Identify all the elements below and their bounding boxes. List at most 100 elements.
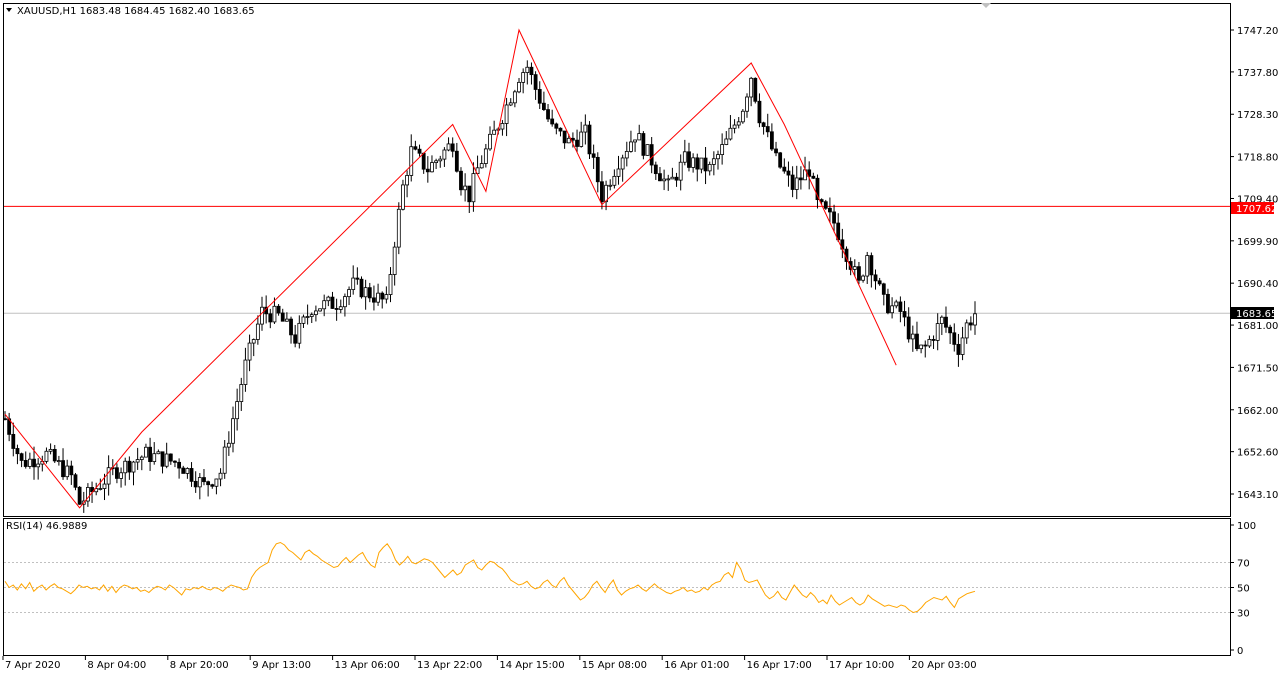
candle: [417, 144, 422, 157]
rsi-tick-label: 50: [1237, 584, 1250, 595]
time-tick-label: 16 Apr 17:00: [747, 660, 812, 671]
candle: [753, 77, 758, 104]
candle: [313, 305, 318, 322]
candle: [144, 443, 148, 458]
candle: [173, 460, 177, 468]
candle: [27, 452, 32, 469]
candle: [695, 153, 700, 182]
candle: [438, 155, 443, 168]
candle: [367, 282, 372, 303]
candle: [434, 158, 439, 170]
candle: [583, 114, 588, 145]
candle: [479, 155, 484, 169]
candle: [558, 127, 563, 137]
candle: [297, 315, 302, 349]
candle: [206, 480, 211, 497]
candle: [189, 462, 194, 487]
candle: [973, 301, 977, 335]
candle: [533, 71, 538, 100]
candle: [757, 93, 762, 128]
scroll-marker-icon[interactable]: [981, 3, 991, 8]
price-tick-label: 1643.10: [1237, 490, 1278, 501]
price-tick-label: 1737.80: [1237, 68, 1278, 79]
zigzag-line: [4, 28, 897, 509]
candle: [504, 97, 509, 137]
candle: [703, 146, 708, 185]
candle: [222, 440, 227, 479]
candle: [500, 120, 505, 136]
candle: [210, 483, 215, 489]
time-tick-label: 20 Apr 03:00: [911, 660, 976, 671]
candle: [372, 285, 376, 311]
candle: [828, 197, 832, 223]
candle: [359, 276, 364, 299]
candle: [52, 444, 57, 463]
candle: [554, 122, 559, 135]
candle: [707, 161, 712, 176]
hline-price-label-bg: [1231, 202, 1274, 214]
candle: [409, 134, 414, 182]
triangle-down-icon[interactable]: [6, 8, 12, 12]
candle: [301, 314, 306, 328]
candle: [326, 295, 331, 307]
candle: [915, 321, 919, 352]
candle: [44, 447, 49, 464]
candle: [214, 478, 219, 495]
candle: [19, 452, 24, 468]
candle: [740, 109, 745, 124]
candle: [629, 130, 633, 153]
rsi-label: RSI(14) 46.9889: [6, 521, 87, 532]
candle: [459, 167, 463, 196]
candle: [774, 141, 778, 157]
candle: [276, 304, 281, 316]
candle: [355, 267, 360, 285]
candle: [786, 161, 791, 187]
time-tick-label: 8 Apr 04:00: [87, 660, 146, 671]
candle: [309, 312, 314, 324]
current-price-label-bg: [1231, 307, 1274, 319]
rsi-polyline[interactable]: [4, 541, 976, 614]
candle: [881, 282, 886, 306]
candle: [272, 297, 277, 324]
rsi-tick-label: 30: [1237, 609, 1250, 620]
candle: [964, 319, 969, 344]
candle: [575, 129, 579, 153]
grid: [4, 562, 1230, 613]
time-tick-label: 9 Apr 13:00: [252, 660, 311, 671]
candle: [156, 449, 161, 455]
candle: [624, 141, 629, 167]
price-tick-label: 1652.60: [1237, 448, 1278, 459]
candle: [483, 143, 488, 168]
candle: [919, 344, 924, 354]
current-price-label: 1683.65: [1236, 309, 1277, 320]
candle: [289, 316, 293, 344]
candle: [152, 442, 157, 465]
candle: [123, 457, 128, 486]
candle: [243, 347, 248, 392]
zigzag-polyline[interactable]: [4, 28, 897, 509]
candle: [923, 340, 928, 358]
candle: [135, 447, 140, 470]
candle: [139, 455, 144, 471]
candle: [674, 172, 679, 187]
main-chart-frame[interactable]: [3, 3, 1231, 517]
time-tick-label: 13 Apr 06:00: [335, 660, 400, 671]
candle: [960, 326, 965, 361]
candle: [720, 133, 725, 165]
candle: [886, 288, 890, 315]
candle: [529, 62, 534, 85]
candle: [790, 166, 795, 198]
time-axis: 7 Apr 2020 8 Apr 04:00 8 Apr 20:00 9 Apr 13…: [2, 656, 977, 671]
candle: [388, 267, 393, 303]
candle: [32, 446, 36, 480]
candle: [247, 334, 252, 372]
candle: [193, 471, 198, 493]
candle: [591, 144, 596, 169]
candle: [396, 202, 401, 255]
candle: [633, 139, 637, 152]
candle: [65, 459, 70, 480]
candle: [550, 109, 555, 127]
candle: [716, 150, 720, 170]
candle: [869, 252, 874, 288]
